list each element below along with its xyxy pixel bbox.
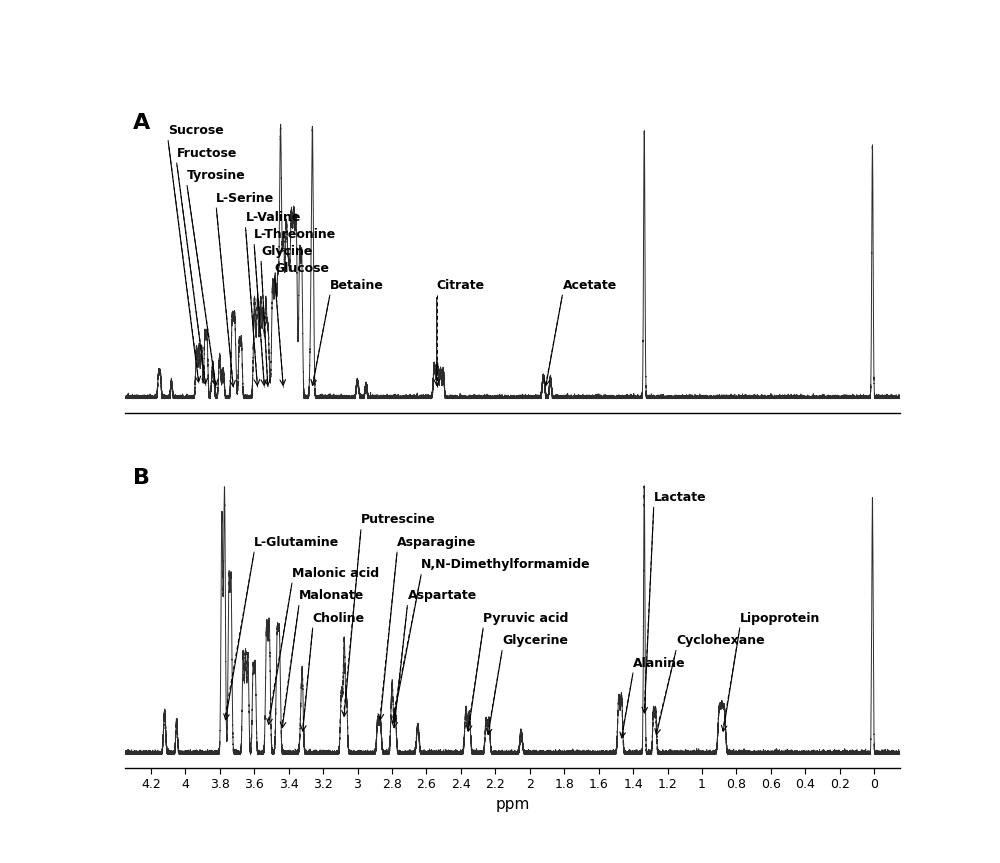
Text: Tyrosine: Tyrosine [187,169,246,182]
Text: Lipoprotein: Lipoprotein [740,612,820,625]
Text: B: B [133,469,150,488]
X-axis label: ppm: ppm [495,797,530,812]
Text: Malonic acid: Malonic acid [292,567,379,580]
Text: Glucose: Glucose [275,262,330,275]
Text: Fructose: Fructose [177,147,237,160]
Text: L-Threonine: L-Threonine [254,228,336,242]
Text: Acetate: Acetate [562,279,617,292]
Text: Malonate: Malonate [299,589,364,602]
Text: Putrescine: Putrescine [361,513,436,526]
Text: Sucrose: Sucrose [168,124,224,137]
Text: N,N-Dimethylformamide: N,N-Dimethylformamide [421,558,591,571]
Text: Glycerine: Glycerine [502,634,568,647]
Text: Aspartate: Aspartate [407,589,477,602]
Text: Cyclohexane: Cyclohexane [676,634,765,647]
Text: Betaine: Betaine [330,279,384,292]
Text: Lactate: Lactate [654,491,706,504]
Text: L-Serine: L-Serine [216,192,275,205]
Text: A: A [133,113,150,133]
Text: Glycine: Glycine [261,245,312,258]
Text: Citrate: Citrate [437,279,485,292]
Text: Asparagine: Asparagine [397,536,476,549]
Text: L-Valine: L-Valine [246,211,301,224]
Text: Alanine: Alanine [633,657,686,670]
Text: Choline: Choline [313,612,365,625]
Text: L-Glutamine: L-Glutamine [254,536,339,549]
Text: Pyruvic acid: Pyruvic acid [483,612,569,625]
